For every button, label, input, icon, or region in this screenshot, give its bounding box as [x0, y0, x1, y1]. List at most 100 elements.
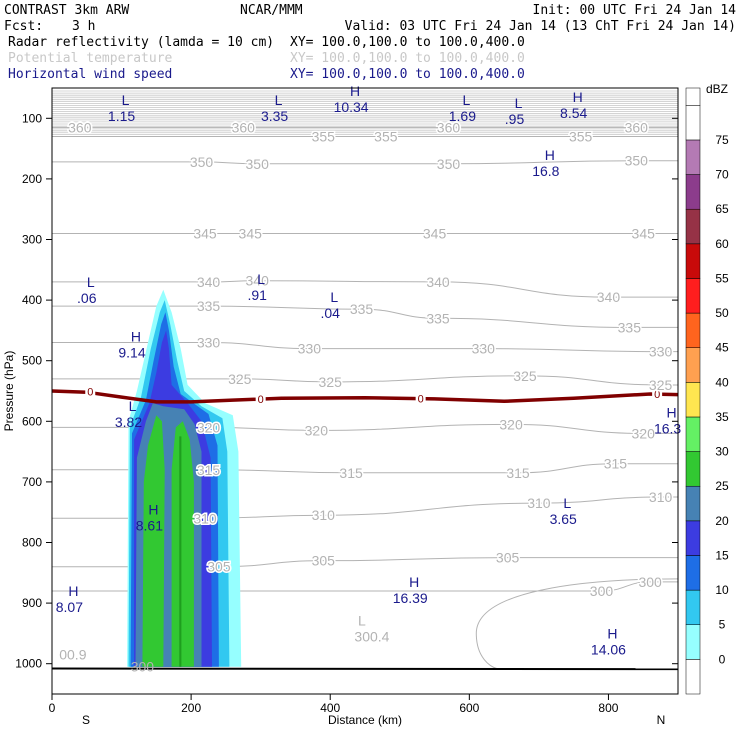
- y-tick-label: 800: [22, 536, 42, 550]
- wind-extremum-value: 9.14: [118, 345, 145, 361]
- wind-extremum-type: H: [409, 574, 419, 590]
- colorbar-tick-label: 10: [715, 583, 729, 597]
- theta-label: 340: [246, 273, 270, 289]
- theta-label: 360: [68, 119, 92, 135]
- wind-extremum-type: H: [607, 625, 617, 641]
- theta-label: 330: [298, 341, 322, 357]
- freezing-level-label-bg: [415, 393, 426, 404]
- model-title: CONTRAST 3km ARW: [4, 3, 129, 18]
- colorbar-segment: [685, 555, 701, 591]
- wind-extremum-value: 3.65: [550, 511, 577, 527]
- theta-label: 340: [197, 274, 221, 290]
- wind-extremum-type: H: [350, 83, 360, 99]
- colorbar-segment: [685, 451, 701, 487]
- theta-label: 320: [197, 419, 221, 435]
- x-start-label: S: [82, 713, 90, 727]
- theta-label: 360: [232, 119, 256, 135]
- theta-contour-340: [51, 280, 678, 298]
- theta-label: 325: [228, 371, 252, 387]
- y-tick-label: 400: [22, 293, 42, 307]
- wind-extremum-value: 14.06: [591, 641, 626, 657]
- theta-label: 360: [437, 119, 461, 135]
- colorbar-unit: dBZ: [706, 82, 728, 96]
- theta-label: 305: [312, 553, 336, 569]
- colorbar-segment: [685, 174, 701, 210]
- x-end-label: N: [657, 713, 666, 727]
- wind-extremum-value: 8.07: [56, 599, 83, 615]
- theta-label: 315: [506, 465, 530, 481]
- theta-label: 350: [190, 154, 214, 170]
- colorbar-tick-label: 60: [715, 237, 729, 251]
- freezing-level-label-bg: [85, 386, 96, 397]
- wind-extremum-value: 3.35: [261, 108, 288, 124]
- colorbar-tick-label: 5: [719, 618, 726, 632]
- wind-extremum-value: 8.61: [136, 517, 163, 533]
- colorbar-tick-label: 70: [715, 168, 729, 182]
- wind-extremum-value: .91: [247, 287, 267, 303]
- wind-extremum-type: L: [87, 274, 95, 290]
- theta-label: 320: [632, 425, 656, 441]
- wind-extremum-type: L: [129, 398, 137, 414]
- y-axis-label: Pressure (hPa): [2, 351, 16, 432]
- org-label: NCAR/MMM: [240, 3, 303, 18]
- reflectivity-30dbz-region: [142, 415, 165, 667]
- theta-label: 315: [604, 456, 628, 472]
- y-tick-label: 200: [22, 172, 42, 186]
- theta-label: 310: [312, 507, 336, 523]
- colorbar-tick-label: 65: [715, 202, 729, 216]
- field-3-xy: XY= 100.0,100.0 to 100.0,400.0: [290, 67, 525, 82]
- x-tick-label: 0: [49, 701, 56, 715]
- freezing-level-label: 0: [418, 393, 424, 405]
- wind-extremum-type: L: [563, 495, 571, 511]
- theta-label: 345: [239, 225, 263, 241]
- freezing-level-label: 0: [87, 387, 93, 399]
- y-tick-label: 100: [22, 111, 42, 125]
- theta-label: 355: [569, 128, 593, 144]
- wind-extremum-type: L: [275, 92, 283, 108]
- theta-label: 355: [374, 128, 398, 144]
- wind-extremum-value: 10.34: [334, 99, 369, 115]
- header: CONTRAST 3km ARW NCAR/MMM Init: 00 UTC F…: [4, 3, 736, 82]
- theta-label: 315: [339, 465, 363, 481]
- surface-line: [51, 667, 679, 671]
- colorbar: dBZ 0 5 10 15 20 25 30 35 40 45 50 55 60 65 70 75: [685, 82, 729, 695]
- theta-label: 325: [513, 368, 537, 384]
- theta-label: 315: [197, 462, 221, 478]
- wind-extremum-type: H: [148, 501, 158, 517]
- reflectivity-cell: [127, 289, 242, 667]
- theta-contour-350: [52, 160, 678, 165]
- wind-extremum-type: H: [68, 583, 78, 599]
- y-tick-label: 900: [22, 596, 42, 610]
- theta-label: 340: [426, 274, 450, 290]
- theta-label: 330: [197, 335, 221, 351]
- theta-label: 335: [197, 298, 221, 314]
- theta-label: 340: [597, 289, 621, 305]
- freezing-level-label: 0: [654, 389, 660, 401]
- colorbar-segment: [685, 659, 701, 695]
- colorbar-top-cap: [685, 87, 701, 106]
- colorbar-tick-label: 55: [715, 271, 729, 285]
- colorbar-tick-label: 25: [715, 479, 729, 493]
- x-axis: 0 200 400 600 800: [49, 694, 619, 715]
- x-tick-label: 200: [181, 701, 201, 715]
- wind-extremum-type: L: [515, 95, 523, 111]
- colorbar-segment: [685, 278, 701, 314]
- wind-extremum-type: L: [330, 289, 338, 305]
- freezing-level-labels: 0 0 0 0: [85, 386, 663, 406]
- theta-label: 335: [426, 310, 450, 326]
- theta-label: 325: [319, 374, 343, 390]
- wind-extremum-value: 8.54: [560, 105, 587, 121]
- theta-extremum-value: 00.9: [59, 647, 86, 663]
- field-2-name: Potential temperature: [8, 51, 173, 66]
- theta-label: 330: [649, 344, 673, 360]
- wind-extremum-type: H: [573, 89, 583, 105]
- colorbar-segment: [685, 589, 701, 625]
- theta-label: 345: [423, 225, 447, 241]
- theta-label: 325: [649, 377, 673, 393]
- wind-extremum-value: 3.82: [115, 414, 142, 430]
- freezing-level-line: [51, 389, 679, 404]
- colorbar-tick-label: 35: [715, 410, 729, 424]
- wind-extremum-value: .04: [320, 305, 340, 321]
- theta-label: 350: [246, 156, 270, 172]
